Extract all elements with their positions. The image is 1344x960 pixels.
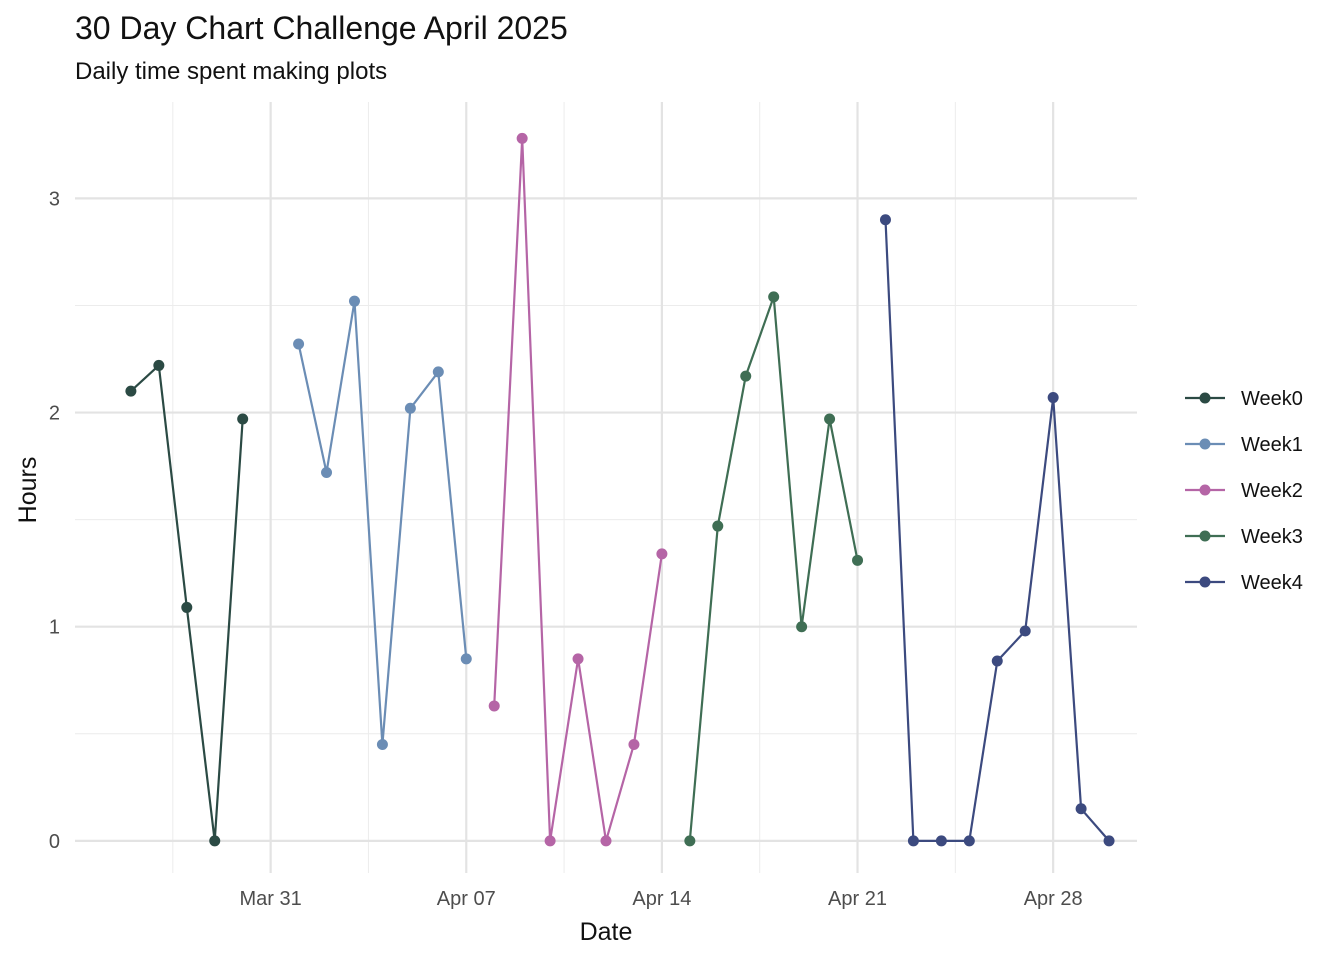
x-tick-label: Apr 14 <box>632 888 691 910</box>
y-axis-title: Hours <box>14 457 42 524</box>
minor-gridlines <box>75 102 1137 873</box>
data-point-week1 <box>432 366 444 378</box>
data-point-week3 <box>796 621 808 633</box>
legend-key-point <box>1199 530 1211 542</box>
x-tick-label: Apr 28 <box>1024 888 1083 910</box>
data-point-week1 <box>321 467 333 479</box>
series-line-week2 <box>493 137 663 843</box>
data-point-week2 <box>544 835 556 847</box>
axis-tick-labels: Mar 31 Apr 07 Apr 14 Apr 21 Apr 28 0 1 2 3 <box>49 188 1083 910</box>
data-point-week4 <box>1019 625 1031 637</box>
legend: Week0 Week1 Week2 Week3 Week4 <box>1185 388 1303 594</box>
data-point-week1 <box>293 338 305 350</box>
data-point-week0 <box>125 385 137 397</box>
series-line-week4 <box>884 219 1110 843</box>
chart-subtitle: Daily time spent making plots <box>75 58 388 85</box>
x-tick-label: Apr 07 <box>437 888 496 910</box>
data-point-week3 <box>684 835 696 847</box>
data-point-week2 <box>488 700 500 712</box>
legend-label: Week1 <box>1241 434 1303 456</box>
y-tick-label: 0 <box>49 831 60 853</box>
data-point-week4 <box>907 835 919 847</box>
legend-key-point <box>1199 438 1211 450</box>
data-point-week4 <box>879 214 891 226</box>
data-point-week3 <box>712 520 724 532</box>
data-point-week0 <box>209 835 221 847</box>
data-point-week3 <box>852 554 864 566</box>
data-point-week2 <box>600 835 612 847</box>
data-point-week3 <box>824 413 836 425</box>
legend-label: Week2 <box>1241 480 1303 502</box>
data-point-week2 <box>656 548 668 560</box>
data-point-week1 <box>460 653 472 665</box>
data-point-week2 <box>628 739 640 750</box>
legend-label: Week0 <box>1241 388 1303 410</box>
legend-key-point <box>1199 576 1211 588</box>
data-point-week2 <box>572 653 584 665</box>
data-point-week4 <box>1103 835 1115 847</box>
data-point-week4 <box>1075 803 1087 815</box>
data-point-week4 <box>991 655 1003 667</box>
data-point-week0 <box>237 413 249 425</box>
legend-label: Week3 <box>1241 526 1303 548</box>
data-point-week0 <box>153 359 165 371</box>
data-point-week0 <box>181 601 193 613</box>
data-point-week1 <box>376 739 388 750</box>
y-tick-label: 3 <box>49 188 60 210</box>
series-layer <box>125 132 1115 847</box>
data-point-week3 <box>740 370 752 382</box>
x-tick-label: Mar 31 <box>240 888 302 910</box>
data-point-week1 <box>348 295 360 307</box>
legend-label: Week4 <box>1241 572 1303 594</box>
x-tick-label: Apr 21 <box>828 888 887 910</box>
y-tick-label: 2 <box>49 403 60 425</box>
data-point-week4 <box>1047 392 1059 404</box>
data-point-week4 <box>963 835 975 847</box>
major-gridlines <box>75 102 1137 873</box>
x-axis-title: Date <box>580 918 633 946</box>
data-point-week1 <box>404 402 416 414</box>
data-point-week4 <box>935 835 947 847</box>
y-tick-label: 1 <box>49 617 60 639</box>
legend-key-point <box>1199 392 1211 404</box>
legend-key-point <box>1199 484 1211 496</box>
chart-title: 30 Day Chart Challenge April 2025 <box>75 10 568 46</box>
series-line-week3 <box>688 295 859 841</box>
data-point-week2 <box>516 132 528 144</box>
data-point-week3 <box>768 291 780 303</box>
